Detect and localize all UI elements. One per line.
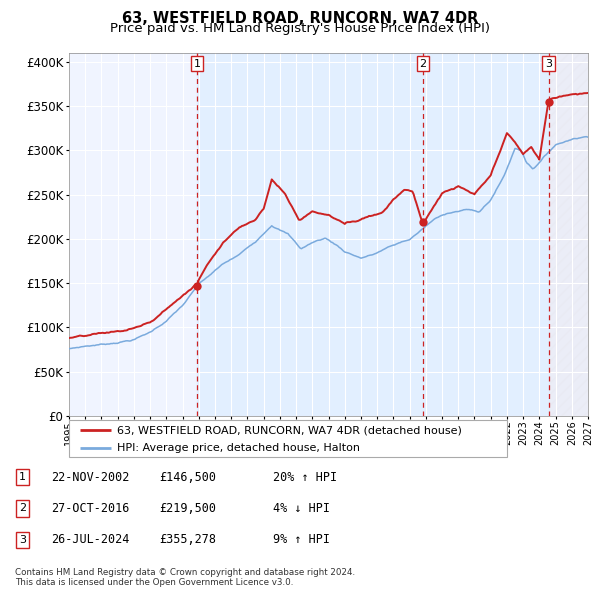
Text: 27-OCT-2016: 27-OCT-2016 <box>51 502 130 515</box>
Text: 63, WESTFIELD ROAD, RUNCORN, WA7 4DR (detached house): 63, WESTFIELD ROAD, RUNCORN, WA7 4DR (de… <box>117 425 462 435</box>
FancyBboxPatch shape <box>69 420 507 457</box>
Text: 26-JUL-2024: 26-JUL-2024 <box>51 533 130 546</box>
Text: Price paid vs. HM Land Registry's House Price Index (HPI): Price paid vs. HM Land Registry's House … <box>110 22 490 35</box>
Text: 1: 1 <box>19 472 26 482</box>
Bar <box>197 53 548 416</box>
Text: 20% ↑ HPI: 20% ↑ HPI <box>273 471 337 484</box>
Bar <box>548 53 588 416</box>
Text: £355,278: £355,278 <box>159 533 216 546</box>
Text: Contains HM Land Registry data © Crown copyright and database right 2024.
This d: Contains HM Land Registry data © Crown c… <box>15 568 355 587</box>
Text: 63, WESTFIELD ROAD, RUNCORN, WA7 4DR: 63, WESTFIELD ROAD, RUNCORN, WA7 4DR <box>122 11 478 25</box>
Text: 2: 2 <box>419 58 427 68</box>
Text: 2: 2 <box>19 503 26 513</box>
Text: £146,500: £146,500 <box>159 471 216 484</box>
Text: 1: 1 <box>194 58 200 68</box>
Text: 4% ↓ HPI: 4% ↓ HPI <box>273 502 330 515</box>
Text: 3: 3 <box>545 58 552 68</box>
Text: HPI: Average price, detached house, Halton: HPI: Average price, detached house, Halt… <box>117 443 360 453</box>
Text: 3: 3 <box>19 535 26 545</box>
Text: 9% ↑ HPI: 9% ↑ HPI <box>273 533 330 546</box>
Text: 22-NOV-2002: 22-NOV-2002 <box>51 471 130 484</box>
Text: £219,500: £219,500 <box>159 502 216 515</box>
